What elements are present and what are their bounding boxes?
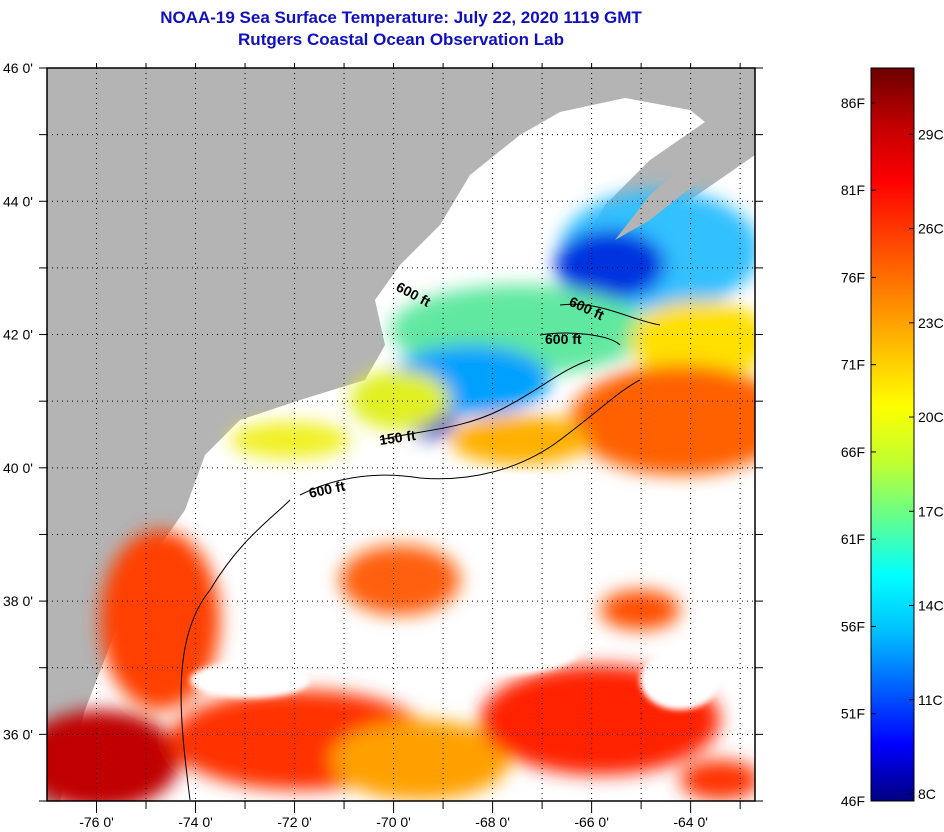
contour-label: 600 ft bbox=[307, 478, 346, 501]
colorbar-c-label: 8C bbox=[918, 786, 936, 802]
colorbar-c-label: 14C bbox=[918, 598, 944, 614]
longitude-label: -68 0' bbox=[475, 814, 510, 830]
longitude-label: -66 0' bbox=[574, 814, 609, 830]
longitude-label: -72 0' bbox=[277, 814, 312, 830]
colorbar-f-label: 86F bbox=[841, 95, 865, 111]
contour-label: 150 ft bbox=[378, 427, 417, 448]
longitude-label: -74 0' bbox=[178, 814, 213, 830]
axes: -76 0' -74 0' -72 0' -70 0' -68 0' -66 0' -64 … bbox=[3, 60, 763, 830]
colorbar-f-label: 56F bbox=[841, 618, 865, 634]
cloud-gaps bbox=[190, 470, 720, 710]
colorbar-c-label: 11C bbox=[918, 692, 943, 708]
colorbar-f-label: 66F bbox=[841, 444, 865, 460]
colorbar-f-label: 46F bbox=[841, 793, 865, 809]
colorbar-ticks: 86F 81F 76F 71F 66F 61F 56F 51F 46F 29C 26C 23C 20C 1… bbox=[841, 95, 944, 809]
longitude-label: -70 0' bbox=[376, 814, 411, 830]
colorbar-c-label: 29C bbox=[918, 126, 944, 142]
latitude-label: 42 0' bbox=[3, 327, 33, 343]
colorbar bbox=[870, 67, 915, 802]
longitude-label: -64 0' bbox=[673, 814, 708, 830]
map-frame bbox=[46, 67, 756, 802]
contour-label: 600 ft bbox=[545, 331, 582, 347]
longitude-label: -76 0' bbox=[79, 814, 114, 830]
map-area bbox=[47, 68, 755, 801]
latitude-label: 40 0' bbox=[3, 460, 33, 476]
map-subtitle: Rutgers Coastal Ocean Observation Lab bbox=[238, 30, 564, 49]
nova-scotia-land bbox=[600, 68, 755, 240]
map-title: NOAA-19 Sea Surface Temperature: July 22… bbox=[160, 8, 642, 27]
bathymetry-contours bbox=[180, 303, 661, 801]
colorbar-c-label: 17C bbox=[918, 503, 944, 519]
latitude-label: 36 0' bbox=[3, 726, 33, 742]
latitude-label: 44 0' bbox=[3, 193, 33, 209]
colorbar-f-label: 81F bbox=[841, 182, 865, 198]
latitude-label: 38 0' bbox=[3, 593, 33, 609]
colorbar-c-label: 26C bbox=[918, 221, 944, 237]
sst-field bbox=[47, 190, 755, 801]
colorbar-f-label: 71F bbox=[841, 357, 865, 373]
colorbar-f-label: 61F bbox=[841, 531, 865, 547]
colorbar-c-label: 23C bbox=[918, 315, 944, 331]
colorbar-f-label: 76F bbox=[841, 269, 865, 285]
colorbar-c-label: 20C bbox=[918, 409, 944, 425]
latitude-label: 46 0' bbox=[3, 60, 33, 76]
colorbar-f-label: 51F bbox=[841, 706, 865, 722]
